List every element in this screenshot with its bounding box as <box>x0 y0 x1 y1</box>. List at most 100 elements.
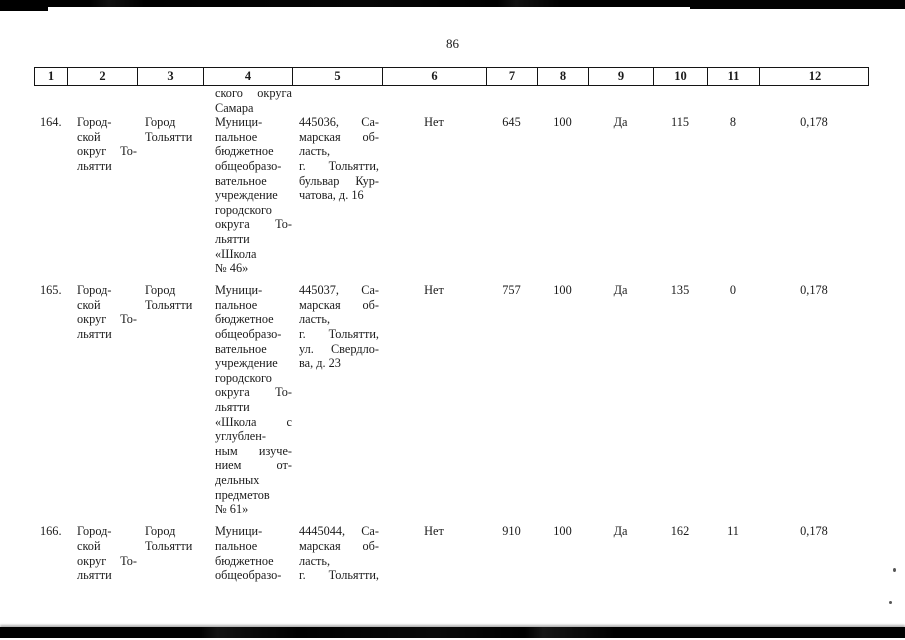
cell-city: ГородТольятти <box>145 115 203 144</box>
text-line: ской <box>77 298 137 313</box>
scan-artifact-bottom <box>0 627 905 638</box>
text-line: г. Тольятти, <box>299 159 379 174</box>
text-line: 4445044, Са- <box>299 524 379 539</box>
text-line: Муници- <box>215 115 292 130</box>
text-line: Муници- <box>215 283 292 298</box>
cell-row-number: 166. <box>40 524 70 539</box>
cell-value: 11 <box>707 524 759 539</box>
cell-city: ГородТольятти <box>145 524 203 553</box>
cell-value: 0,178 <box>759 524 869 539</box>
text-line: Город <box>145 524 203 539</box>
text-line: 445036, Са- <box>299 115 379 130</box>
cell-organization: Муници-пальноебюджетноеобщеобразо-ватель… <box>215 115 292 276</box>
text-line: округ То- <box>77 312 137 327</box>
cell-value: 0,178 <box>759 283 869 298</box>
cell-organization: Муници-пальноебюджетноеобщеобразо-ватель… <box>215 283 292 517</box>
cell-value: Да <box>588 283 653 298</box>
cell-district: Город-скойокруг То-льятти <box>77 283 137 341</box>
cell-value: Да <box>588 524 653 539</box>
cell-value: 100 <box>537 524 588 539</box>
text-line: пальное <box>215 130 292 145</box>
carryover-cell: ского округаСамара <box>215 86 292 115</box>
text-line: ласть, <box>299 144 379 159</box>
cell-row-number: 165. <box>40 283 70 298</box>
text-line: вательное <box>215 174 292 189</box>
text-line: г. Тольятти, <box>299 327 379 342</box>
text-line: учреждение <box>215 188 292 203</box>
text-line: городского <box>215 203 292 218</box>
text-line: дельных <box>215 473 292 488</box>
cell-district: Город-скойокруг То-льятти <box>77 115 137 173</box>
text-line: марская об- <box>299 130 379 145</box>
text-line: округа То- <box>215 217 292 232</box>
document-page: 86 123456789101112 ского округаСамара164… <box>0 0 905 640</box>
text-line: бульвар Кур- <box>299 174 379 189</box>
text-line: ласть, <box>299 554 379 569</box>
text-line: льятти <box>215 232 292 247</box>
cell-value: Да <box>588 115 653 130</box>
table-body: ского округаСамара164.Город-скойокруг То… <box>0 0 905 640</box>
text-line: ва, д. 23 <box>299 356 379 371</box>
text-line: Тольятти <box>145 298 203 313</box>
text-line: пальное <box>215 298 292 313</box>
text-line: общеобразо- <box>215 568 292 583</box>
text-line: округ То- <box>77 554 137 569</box>
text-line: общеобразо- <box>215 327 292 342</box>
text-line: вательное <box>215 342 292 357</box>
text-line: общеобразо- <box>215 159 292 174</box>
scan-speck <box>893 568 896 572</box>
cell-district: Город-скойокруг То-льятти <box>77 524 137 582</box>
text-line: ул. Свердло- <box>299 342 379 357</box>
text-line: Город- <box>77 283 137 298</box>
text-line: бюджетное <box>215 554 292 569</box>
text-line: нием от- <box>215 458 292 473</box>
text-line: Тольятти <box>145 539 203 554</box>
text-line: марская об- <box>299 298 379 313</box>
text-line: округа То- <box>215 385 292 400</box>
text-line: льятти <box>77 159 137 174</box>
cell-row-number: 164. <box>40 115 70 130</box>
cell-value: Нет <box>382 283 486 298</box>
text-line: № 46» <box>215 261 292 276</box>
text-line: бюджетное <box>215 144 292 159</box>
cell-value: 115 <box>653 115 707 130</box>
text-line: г. Тольятти, <box>299 568 379 583</box>
text-line: Муници- <box>215 524 292 539</box>
cell-value: Нет <box>382 115 486 130</box>
text-line: 445037, Са- <box>299 283 379 298</box>
cell-value: 0 <box>707 283 759 298</box>
cell-value: 645 <box>486 115 537 130</box>
text-line: чатова, д. 16 <box>299 188 379 203</box>
cell-value: 8 <box>707 115 759 130</box>
text-line: Город <box>145 283 203 298</box>
text-line: 164. <box>40 115 70 130</box>
text-line: Город <box>145 115 203 130</box>
cell-organization: Муници-пальноебюджетноеобщеобразо- <box>215 524 292 582</box>
cell-value: 162 <box>653 524 707 539</box>
text-line: пальное <box>215 539 292 554</box>
text-line: Тольятти <box>145 130 203 145</box>
text-line: округ То- <box>77 144 137 159</box>
text-line: ского округа <box>215 86 292 101</box>
cell-value: 100 <box>537 283 588 298</box>
text-line: Город- <box>77 115 137 130</box>
text-line: городского <box>215 371 292 386</box>
text-line: марская об- <box>299 539 379 554</box>
text-line: учреждение <box>215 356 292 371</box>
text-line: № 61» <box>215 502 292 517</box>
text-line: ласть, <box>299 312 379 327</box>
cell-value: 0,178 <box>759 115 869 130</box>
text-line: льятти <box>215 400 292 415</box>
text-line: «Школа с <box>215 415 292 430</box>
cell-value: 135 <box>653 283 707 298</box>
text-line: ным изуче- <box>215 444 292 459</box>
cell-value: 757 <box>486 283 537 298</box>
text-line: предметов <box>215 488 292 503</box>
text-line: Город- <box>77 524 137 539</box>
text-line: ской <box>77 130 137 145</box>
cell-address: 445037, Са-марская об-ласть,г. Тольятти,… <box>299 283 379 371</box>
text-line: «Школа <box>215 247 292 262</box>
text-line: 166. <box>40 524 70 539</box>
text-line: ской <box>77 539 137 554</box>
text-line: бюджетное <box>215 312 292 327</box>
